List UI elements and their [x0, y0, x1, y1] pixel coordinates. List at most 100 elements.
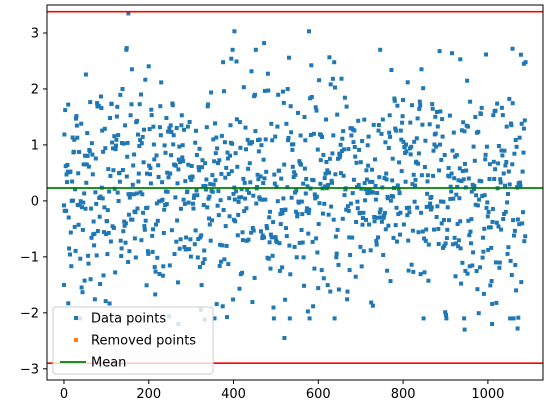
- data-point: [189, 164, 194, 168]
- data-point: [223, 175, 228, 180]
- data-point: [490, 219, 495, 224]
- data-point: [510, 162, 515, 167]
- data-point: [134, 191, 139, 196]
- data-point: [410, 182, 415, 187]
- data-point: [126, 212, 131, 217]
- data-point: [389, 68, 394, 72]
- data-point: [212, 316, 217, 321]
- data-point: [345, 204, 350, 209]
- data-point: [379, 215, 383, 220]
- data-point: [452, 176, 457, 181]
- data-point: [493, 108, 498, 113]
- data-point: [86, 164, 91, 169]
- data-point: [460, 260, 465, 265]
- data-point: [71, 149, 76, 154]
- data-point: [502, 212, 507, 216]
- data-point: [255, 185, 260, 189]
- data-point: [519, 121, 524, 126]
- data-point: [223, 224, 228, 229]
- data-point: [453, 274, 458, 279]
- data-point: [456, 238, 461, 243]
- data-point: [489, 279, 494, 283]
- data-point: [290, 147, 295, 152]
- data-point: [499, 227, 504, 232]
- data-point: [138, 138, 143, 143]
- data-point: [507, 96, 512, 101]
- data-point: [512, 151, 517, 156]
- data-point: [119, 246, 124, 251]
- data-point: [471, 250, 476, 255]
- data-point: [167, 126, 172, 131]
- data-point: [428, 201, 433, 206]
- data-point: [325, 283, 330, 288]
- data-point: [284, 234, 289, 239]
- data-point: [136, 132, 140, 137]
- data-point: [143, 218, 148, 223]
- data-point: [321, 211, 325, 216]
- data-point: [405, 80, 410, 85]
- data-point: [259, 229, 263, 234]
- data-point: [289, 130, 294, 135]
- data-point: [458, 246, 463, 251]
- data-point: [509, 123, 514, 128]
- data-point: [139, 238, 144, 243]
- data-point: [440, 134, 445, 139]
- data-point: [388, 134, 393, 139]
- data-point: [80, 227, 85, 232]
- data-point: [296, 200, 301, 205]
- data-point: [364, 217, 368, 222]
- data-point: [149, 107, 154, 112]
- data-point: [502, 148, 507, 153]
- data-point: [373, 197, 378, 202]
- legend-label-data-points: Data points: [91, 312, 166, 327]
- data-point: [244, 206, 249, 211]
- data-point: [359, 264, 364, 269]
- data-point: [263, 197, 268, 202]
- data-point: [316, 286, 321, 291]
- data-point: [213, 121, 217, 126]
- data-point: [294, 188, 299, 193]
- data-point: [397, 191, 402, 195]
- data-point: [320, 135, 325, 139]
- data-point: [336, 287, 341, 292]
- data-point: [292, 170, 297, 175]
- data-point: [217, 263, 222, 268]
- data-point: [382, 213, 387, 218]
- data-point: [293, 209, 298, 214]
- data-point: [195, 193, 200, 198]
- data-point: [135, 118, 140, 123]
- data-point: [62, 132, 67, 137]
- data-point: [518, 180, 522, 185]
- data-point: [167, 263, 172, 268]
- data-point: [483, 157, 488, 162]
- data-point: [168, 171, 173, 176]
- data-point: [350, 191, 355, 196]
- data-point: [501, 171, 506, 176]
- data-point: [104, 232, 109, 237]
- data-point: [154, 201, 159, 206]
- data-point: [98, 282, 103, 286]
- data-point: [142, 224, 147, 229]
- data-point: [314, 194, 319, 199]
- data-point: [65, 162, 70, 167]
- data-point: [328, 82, 333, 87]
- data-point: [230, 47, 235, 52]
- data-point: [467, 264, 472, 269]
- data-point: [178, 237, 183, 242]
- data-point: [312, 266, 317, 271]
- data-point: [259, 197, 264, 202]
- data-point: [334, 251, 339, 256]
- data-point: [420, 122, 425, 127]
- data-point: [192, 242, 197, 247]
- data-point: [347, 268, 352, 273]
- data-point: [246, 237, 251, 242]
- data-point: [154, 222, 158, 227]
- data-point: [500, 113, 505, 118]
- data-point: [466, 218, 471, 223]
- data-point: [372, 219, 377, 224]
- data-point: [472, 158, 477, 163]
- data-point: [102, 126, 107, 131]
- data-point: [244, 147, 248, 152]
- data-point: [228, 123, 233, 128]
- data-point: [413, 177, 418, 182]
